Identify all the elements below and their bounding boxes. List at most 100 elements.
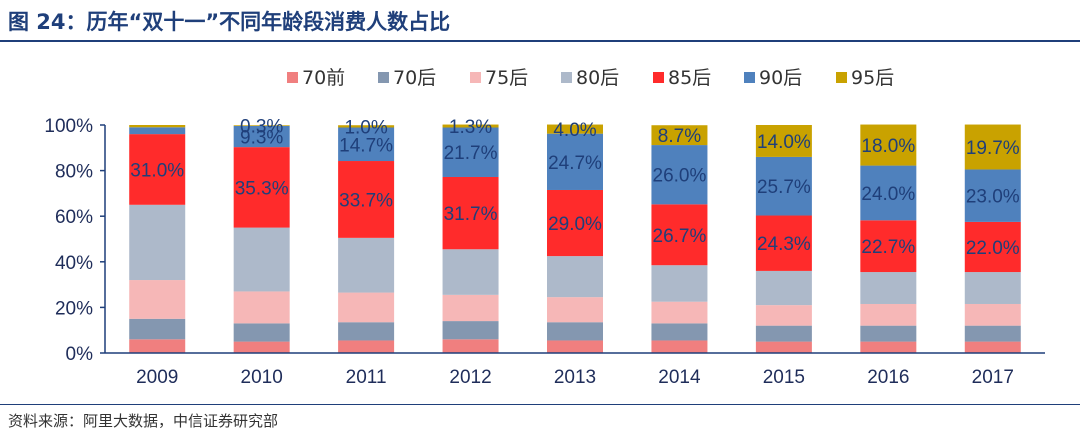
bar-2013-80后 [547,256,603,298]
bar-2009-75后 [129,280,186,319]
bar-2016-70后 [860,325,917,342]
bar-2012-95后 [442,124,499,128]
bar-2015-90后 [755,156,812,216]
data-label-2012-95后: 1.3% [449,117,492,138]
data-label-2013-85后: 29.0% [548,214,602,235]
legend-label-80后: 80后 [576,67,619,89]
bar-2010-95后 [233,125,290,126]
data-label-2015-85后: 24.3% [757,234,811,255]
data-label-2016-85后: 22.7% [861,237,915,258]
bar-2017-85后 [964,221,1021,273]
x-tick-label-2013: 2013 [554,367,596,388]
data-label-2014-90后: 26.0% [653,166,707,187]
x-tick-label-2017: 2017 [972,367,1014,388]
bar-2016-75后 [860,303,917,326]
bar-2013-95后 [547,124,603,134]
bar-2010-75后 [233,291,290,324]
x-tick-label-2014: 2014 [658,367,701,388]
data-label-2015-95后: 14.0% [757,132,811,153]
bar-2016-90后 [860,165,917,221]
data-label-2015-90后: 25.7% [757,177,811,198]
bar-2015-85后 [755,215,812,271]
x-axis: 2009 2010 2011 2012 2013 2014 2015 2016 2017 [105,352,1045,388]
x-tick-label-2016: 2016 [867,367,909,388]
data-labels: 31.0% 35.3% 9.3%0.3% 33.7% 14.7%1.0% 31.7% 21.… [130,117,1020,259]
bars [129,124,1021,353]
bar-2017-70后 [964,325,1021,342]
bar-2012-70后 [442,321,499,340]
bar-2013-70前 [547,340,603,353]
data-label-2012-85后: 31.7% [444,204,498,225]
legend-label-75后: 75后 [485,67,528,89]
bar-2015-80后 [755,270,812,306]
bar-2013-70后 [547,322,603,341]
bar-2014-90后 [651,145,708,205]
data-label-2011-95后: 1.0% [344,117,387,138]
data-label-2010-90后: 9.3% [240,128,283,149]
bar-2011-85后 [338,161,395,238]
bar-2015-70前 [755,341,812,353]
bar-2017-95后 [964,124,1021,170]
legend-swatch-80后 [561,72,572,83]
bar-2009-85后 [129,134,186,205]
legend-label-95后: 95后 [851,67,894,89]
legend-swatch-90后 [744,72,755,83]
bar-2015-70后 [755,325,812,342]
bar-2009-70前 [129,339,186,353]
bar-2009-90后 [129,127,186,135]
bar-2014-95后 [651,125,708,146]
bar-2017-70前 [964,341,1021,353]
bar-2011-75后 [338,292,395,323]
data-label-2012-90后: 21.7% [444,143,498,164]
bar-2015-75后 [755,305,812,326]
legend-label-70后: 70后 [393,67,436,89]
x-tick-label-2009: 2009 [136,367,178,388]
title-divider [0,40,1080,42]
bar-2009-70后 [129,318,186,340]
bar-2012-85后 [442,176,499,250]
data-label-2013-95后: 4.0% [553,120,596,141]
y-tick-label-80%: 80% [55,162,93,183]
bar-2014-75后 [651,301,708,324]
bar-2009-95后 [129,125,186,128]
y-tick-label-0%: 0% [66,344,94,365]
y-axis: 0% 20% 40% 60% 80% 100% [44,116,106,365]
bar-2010-85后 [233,147,290,228]
figure-title: 图 24：历年“双十一”不同年龄段消费人数占比 [8,10,451,34]
bar-2014-80后 [651,265,708,302]
chart-legend: 70前 70后 75后 80后 85后 90后 95后 [287,67,894,89]
x-tick-label-2012: 2012 [449,367,491,388]
data-label-2013-90后: 24.7% [548,153,602,174]
bar-2016-95后 [860,124,917,166]
bar-2011-90后 [338,127,395,162]
legend-swatch-70前 [287,72,298,83]
legend-swatch-95后 [836,72,847,83]
data-label-2017-85后: 22.0% [966,238,1020,259]
bar-2017-80后 [964,272,1021,304]
bar-2011-95后 [338,125,395,128]
legend-label-85后: 85后 [668,67,711,89]
legend-label-90后: 90后 [759,67,802,89]
bar-2012-70前 [442,339,499,353]
data-label-2016-95后: 18.0% [861,136,915,157]
bar-2010-70前 [233,341,290,353]
bar-2017-90后 [964,169,1021,222]
bar-2014-70后 [651,323,708,341]
legend-label-70前: 70前 [302,67,345,89]
data-label-2014-85后: 26.7% [653,226,707,247]
bar-2013-90后 [547,133,603,190]
bar-2016-70前 [860,341,917,353]
bar-2009-80后 [129,204,186,281]
bar-2012-90后 [442,127,499,177]
legend-swatch-70后 [378,72,389,83]
y-tick-label-60%: 60% [55,207,93,228]
legend-swatch-85后 [653,72,664,83]
x-tick-label-2010: 2010 [241,367,283,388]
bar-2011-70前 [338,340,395,353]
bar-2010-70后 [233,323,290,342]
y-tick-label-40%: 40% [55,253,93,274]
data-label-2017-95后: 19.7% [966,138,1020,159]
source-divider [0,404,1080,405]
data-label-2014-95后: 8.7% [658,126,701,147]
bar-2012-80后 [442,249,499,295]
